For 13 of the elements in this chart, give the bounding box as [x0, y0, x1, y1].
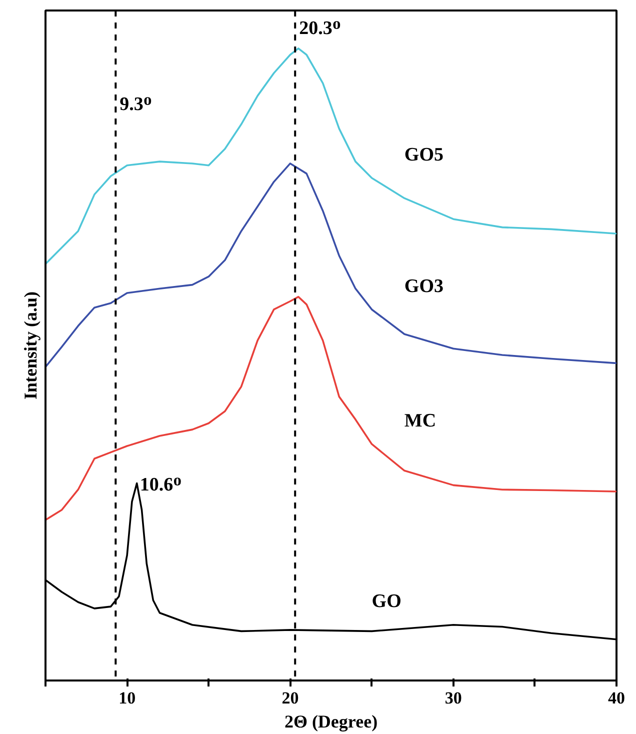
series-label: GO5	[404, 144, 444, 166]
series-label: GO	[372, 591, 402, 612]
series-label: MC	[404, 410, 436, 432]
x-axis-title: 2Θ (Degree)	[284, 712, 378, 732]
x-tick-label: 20	[282, 688, 299, 708]
ref-line-label: 9.3ᴼ	[120, 94, 152, 115]
x-tick-label: 10	[118, 688, 136, 708]
x-tick-label: 30	[444, 688, 462, 708]
series-label: GO3	[404, 276, 444, 297]
y-axis-title: Intensity (a.u)	[20, 291, 40, 400]
ref-line-label: 20.3ᴼ	[299, 18, 341, 39]
x-tick-label: 40	[608, 688, 625, 708]
annotation: 10.6ᴼ	[140, 474, 182, 496]
